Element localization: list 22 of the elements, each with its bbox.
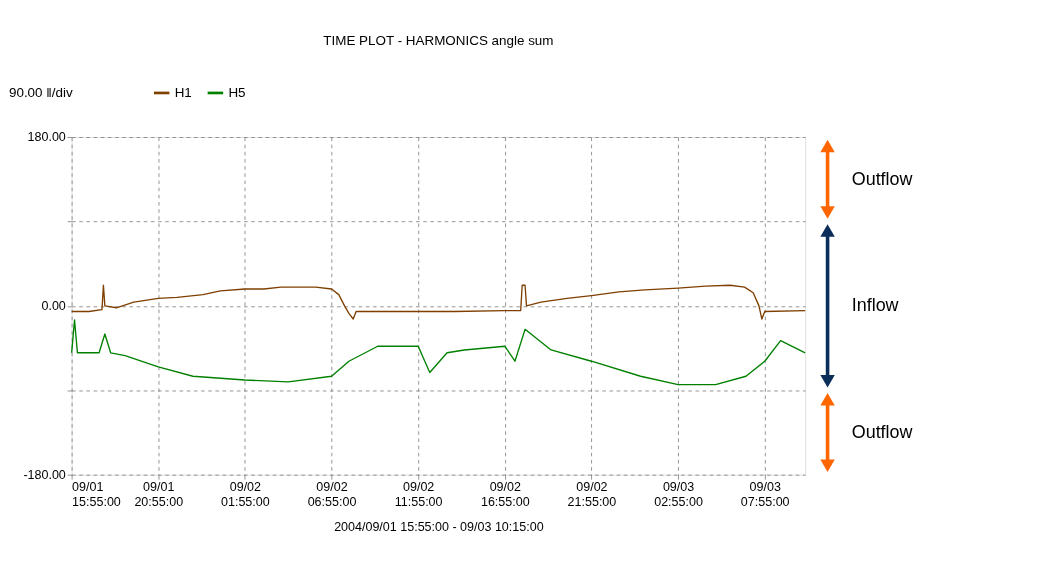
- x-tick-label: 09/03 02:55:00: [654, 480, 703, 509]
- text: Outflow: [851, 168, 913, 189]
- x-tick-label: 09/02 11:55:00: [394, 480, 443, 509]
- legend-label: H1: [174, 85, 192, 101]
- x-tick-label: 09/02 21:55:00: [567, 480, 617, 509]
- x-tick-label: 09/01 20:55:00: [134, 480, 184, 509]
- y-tick-label: -180.00: [23, 467, 66, 482]
- text: 90.00 ‖/div: [8, 84, 73, 100]
- x-tick-label: 09/02 01:55:00: [221, 480, 270, 509]
- text: Outflow: [851, 421, 913, 442]
- x-tick-label: 09/02 16:55:00: [480, 480, 530, 509]
- line-series: [70, 319, 806, 386]
- y-tick-label: 0.00: [41, 298, 66, 313]
- legend-label: H5: [228, 85, 246, 101]
- x-tick-label: 09/01 15:55:00: [72, 480, 121, 509]
- text: Inflow: [851, 295, 899, 316]
- x-axis-title: 2004/09/01 15:55:00 - 09/03 10:15:00: [334, 519, 544, 534]
- x-tick-label: 09/03 07:55:00: [740, 480, 790, 509]
- x-tick-label: 09/02 06:55:00: [307, 480, 357, 509]
- y-tick-label: 180.00: [27, 130, 66, 145]
- line-series: [70, 284, 806, 320]
- chart-title: TIME PLOT - HARMONICS angle sum: [323, 32, 554, 48]
